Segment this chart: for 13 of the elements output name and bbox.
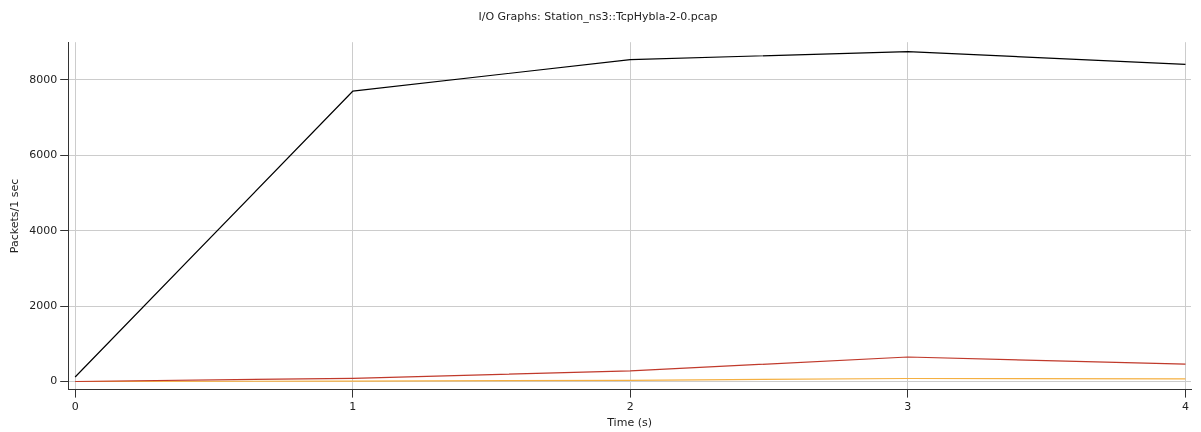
- y-tick-label: 4000: [29, 223, 58, 237]
- y-tick-label: 0: [50, 374, 58, 388]
- y-axis-title: Packets/1 sec: [8, 178, 22, 254]
- y-tick-label: 2000: [29, 298, 58, 312]
- x-tick-label: 0: [71, 400, 79, 414]
- y-tick-label: 8000: [29, 72, 58, 86]
- x-axis-title: Time (s): [606, 416, 652, 430]
- y-tick-label: 6000: [29, 148, 58, 162]
- x-tick-label: 1: [349, 400, 357, 414]
- x-tick-label: 2: [626, 400, 634, 414]
- chart-title: I/O Graphs: Station_ns3::TcpHybla-2-0.pcap: [478, 10, 718, 24]
- x-tick-label: 4: [1181, 400, 1189, 414]
- x-tick-label: 3: [904, 400, 912, 414]
